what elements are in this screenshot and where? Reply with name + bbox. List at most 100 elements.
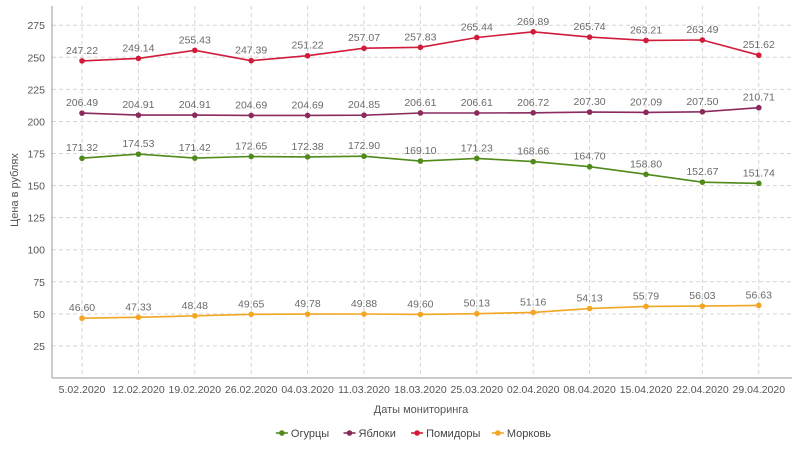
data-point[interactable] [474, 110, 480, 116]
data-point[interactable] [756, 52, 762, 59]
data-label: 204.85 [348, 99, 380, 111]
data-point[interactable] [79, 315, 85, 322]
data-label: 49.60 [407, 298, 433, 310]
legend-swatch-marker [495, 430, 501, 436]
data-labels: 171.32 174.53 171.42 172.65 172.38 172.90 169.… [66, 16, 775, 314]
data-point[interactable] [474, 34, 480, 41]
data-point[interactable] [417, 158, 424, 164]
data-label: 207.50 [686, 96, 718, 108]
data-label: 158.80 [630, 158, 662, 170]
data-point[interactable] [643, 171, 649, 178]
data-point[interactable] [530, 309, 536, 316]
data-point[interactable] [530, 28, 536, 35]
data-point[interactable] [417, 44, 424, 51]
data-label: 204.69 [292, 99, 324, 111]
data-point[interactable] [474, 155, 480, 162]
data-point[interactable] [304, 154, 311, 160]
y-tick-label: 50 [33, 309, 45, 321]
data-point[interactable] [361, 45, 367, 52]
series-lines [79, 28, 762, 322]
data-point[interactable] [361, 153, 367, 160]
data-point[interactable] [643, 109, 649, 116]
legend-item-1[interactable]: Яблоки [343, 428, 396, 440]
data-point[interactable] [586, 163, 593, 170]
data-point[interactable] [586, 34, 593, 40]
y-tick-label: 25 [33, 341, 45, 353]
data-point[interactable] [643, 303, 649, 310]
data-point[interactable] [756, 104, 762, 111]
data-point[interactable] [248, 112, 254, 119]
data-point[interactable] [192, 47, 198, 54]
x-tick-label: 08.04.2020 [563, 384, 616, 396]
data-point[interactable] [192, 155, 198, 161]
data-label: 152.67 [686, 166, 718, 178]
data-point[interactable] [248, 311, 254, 318]
data-point[interactable] [135, 151, 142, 157]
y-tick-label: 250 [27, 52, 45, 64]
data-point[interactable] [530, 110, 536, 116]
data-label: 257.07 [348, 32, 380, 44]
data-label: 247.22 [66, 45, 98, 57]
data-label: 164.70 [574, 151, 606, 163]
data-label: 265.44 [461, 22, 493, 34]
data-point[interactable] [699, 179, 706, 185]
data-point[interactable] [79, 58, 85, 64]
data-point[interactable] [304, 112, 311, 119]
data-point[interactable] [192, 313, 198, 319]
y-tick-label: 175 [27, 149, 45, 161]
data-label: 210.71 [743, 92, 775, 104]
x-tick-label: 26.02.2020 [225, 384, 278, 396]
data-point[interactable] [417, 311, 424, 318]
data-point[interactable] [79, 110, 85, 116]
data-point[interactable] [756, 302, 762, 309]
data-point[interactable] [756, 180, 762, 187]
legend-item-3[interactable]: Морковь [491, 428, 551, 440]
legend-label: Огурцы [291, 428, 329, 440]
data-label: 204.91 [122, 99, 154, 111]
data-point[interactable] [248, 153, 254, 160]
data-point[interactable] [304, 52, 311, 59]
data-point[interactable] [135, 314, 142, 321]
legend: Огурцы Яблоки Помидоры Морковь [275, 428, 551, 440]
data-point[interactable] [79, 155, 85, 162]
x-tick-label: 04.03.2020 [281, 384, 334, 396]
data-point[interactable] [361, 112, 367, 119]
data-point[interactable] [474, 310, 480, 317]
data-label: 269.89 [517, 16, 549, 28]
data-label: 46.60 [69, 302, 95, 314]
legend-item-0[interactable]: Огурцы [275, 428, 329, 440]
data-label: 247.39 [235, 45, 267, 57]
legend-swatch-marker [414, 430, 420, 436]
data-label: 51.16 [520, 296, 546, 308]
data-label: 49.78 [294, 298, 320, 310]
data-point[interactable] [699, 37, 706, 43]
data-label: 49.88 [351, 298, 377, 310]
data-label: 263.49 [686, 24, 718, 36]
axes: 25 50 75 100 125 150 175 200 225 250 275 5.02.2020 1… [27, 6, 792, 396]
data-point[interactable] [417, 110, 424, 116]
legend-swatch-marker [346, 430, 353, 436]
x-tick-label: 5.02.2020 [59, 384, 106, 396]
data-point[interactable] [135, 112, 142, 118]
legend-label: Помидоры [426, 428, 480, 440]
data-point[interactable] [192, 112, 198, 118]
data-point[interactable] [586, 109, 593, 115]
data-point[interactable] [248, 57, 254, 64]
data-point[interactable] [699, 303, 706, 309]
data-point[interactable] [586, 305, 593, 312]
data-label: 204.69 [235, 99, 267, 111]
x-tick-label: 19.02.2020 [169, 384, 222, 396]
data-label: 172.38 [292, 141, 324, 153]
data-point[interactable] [643, 37, 649, 44]
data-point[interactable] [530, 158, 536, 165]
data-label: 169.10 [404, 145, 436, 157]
data-label: 49.65 [238, 298, 264, 310]
data-point[interactable] [699, 109, 706, 115]
data-label: 251.62 [743, 39, 775, 51]
data-label: 168.66 [517, 146, 549, 158]
data-point[interactable] [304, 311, 311, 317]
data-point[interactable] [135, 55, 142, 62]
data-point[interactable] [361, 311, 367, 317]
legend-item-2[interactable]: Помидоры [411, 428, 480, 440]
